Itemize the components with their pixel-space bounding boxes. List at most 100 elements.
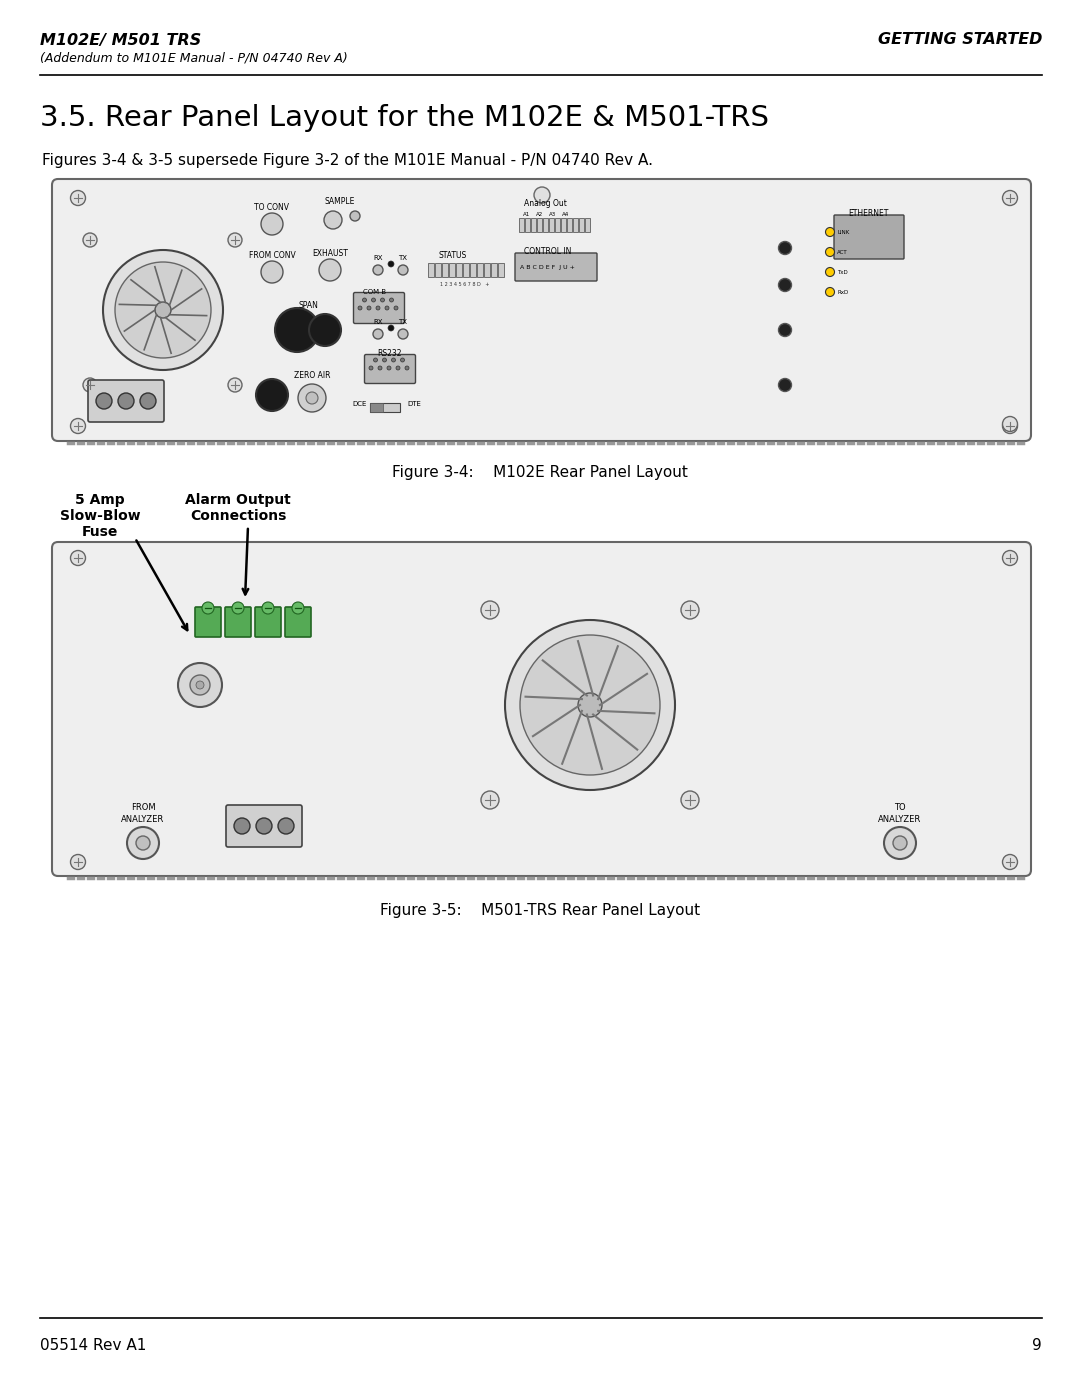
Circle shape bbox=[1002, 550, 1017, 566]
Circle shape bbox=[118, 393, 134, 409]
Circle shape bbox=[202, 602, 214, 615]
Bar bbox=[525, 218, 530, 232]
Circle shape bbox=[367, 306, 372, 310]
Text: LINK: LINK bbox=[837, 229, 849, 235]
Circle shape bbox=[114, 263, 211, 358]
Bar bbox=[477, 263, 483, 277]
Circle shape bbox=[261, 212, 283, 235]
Text: CONTROL IN: CONTROL IN bbox=[524, 247, 571, 257]
Circle shape bbox=[405, 366, 409, 370]
Bar bbox=[428, 263, 433, 277]
Circle shape bbox=[382, 358, 387, 362]
Circle shape bbox=[373, 330, 383, 339]
Circle shape bbox=[388, 261, 394, 267]
Circle shape bbox=[372, 298, 376, 302]
Text: SPAN: SPAN bbox=[298, 302, 318, 310]
Text: 9: 9 bbox=[1032, 1337, 1042, 1352]
Bar bbox=[537, 218, 542, 232]
FancyBboxPatch shape bbox=[87, 380, 164, 422]
Circle shape bbox=[534, 187, 550, 203]
Text: FROM: FROM bbox=[131, 803, 156, 813]
Text: 3.5. Rear Panel Layout for the M102E & M501-TRS: 3.5. Rear Panel Layout for the M102E & M… bbox=[40, 103, 769, 131]
Circle shape bbox=[324, 211, 342, 229]
Text: ETHERNET: ETHERNET bbox=[848, 208, 888, 218]
Text: FROM CONV: FROM CONV bbox=[248, 251, 295, 260]
Text: GETTING STARTED: GETTING STARTED bbox=[878, 32, 1042, 47]
Circle shape bbox=[578, 693, 602, 717]
Circle shape bbox=[394, 306, 399, 310]
Circle shape bbox=[70, 550, 85, 566]
Circle shape bbox=[399, 265, 408, 275]
Text: TX: TX bbox=[399, 319, 407, 326]
Circle shape bbox=[391, 358, 395, 362]
Bar bbox=[549, 218, 554, 232]
Circle shape bbox=[195, 680, 204, 689]
FancyBboxPatch shape bbox=[365, 355, 416, 384]
Circle shape bbox=[190, 675, 210, 694]
Bar bbox=[561, 218, 566, 232]
Circle shape bbox=[505, 620, 675, 789]
FancyBboxPatch shape bbox=[515, 253, 597, 281]
Bar bbox=[585, 218, 590, 232]
FancyBboxPatch shape bbox=[195, 608, 221, 637]
Circle shape bbox=[779, 278, 792, 292]
Circle shape bbox=[292, 602, 303, 615]
Circle shape bbox=[893, 835, 907, 849]
FancyBboxPatch shape bbox=[52, 542, 1031, 876]
Circle shape bbox=[228, 379, 242, 393]
Circle shape bbox=[399, 330, 408, 339]
Circle shape bbox=[1002, 416, 1017, 432]
Circle shape bbox=[519, 636, 660, 775]
Circle shape bbox=[825, 228, 835, 236]
Text: SAMPLE: SAMPLE bbox=[325, 197, 355, 207]
Circle shape bbox=[178, 664, 222, 707]
Circle shape bbox=[261, 261, 283, 284]
Circle shape bbox=[387, 366, 391, 370]
Circle shape bbox=[681, 791, 699, 809]
Circle shape bbox=[378, 366, 382, 370]
Circle shape bbox=[380, 298, 384, 302]
Bar bbox=[370, 402, 400, 412]
Text: ANALYZER: ANALYZER bbox=[878, 816, 921, 824]
Circle shape bbox=[779, 242, 792, 254]
Circle shape bbox=[309, 314, 341, 346]
Circle shape bbox=[319, 258, 341, 281]
Bar bbox=[442, 263, 447, 277]
Bar bbox=[519, 218, 524, 232]
FancyBboxPatch shape bbox=[353, 292, 405, 324]
Circle shape bbox=[70, 190, 85, 205]
Bar bbox=[456, 263, 461, 277]
Bar bbox=[435, 263, 441, 277]
Bar bbox=[449, 263, 455, 277]
Text: A2: A2 bbox=[537, 211, 543, 217]
Bar bbox=[484, 263, 489, 277]
Circle shape bbox=[681, 601, 699, 619]
Bar bbox=[573, 218, 578, 232]
Circle shape bbox=[373, 265, 383, 275]
Text: RX: RX bbox=[374, 256, 382, 261]
Circle shape bbox=[156, 302, 171, 319]
FancyBboxPatch shape bbox=[225, 608, 251, 637]
Text: Figure 3-4:    M102E Rear Panel Layout: Figure 3-4: M102E Rear Panel Layout bbox=[392, 464, 688, 479]
Circle shape bbox=[350, 211, 360, 221]
Text: COM B: COM B bbox=[364, 289, 387, 295]
Circle shape bbox=[275, 307, 319, 352]
Circle shape bbox=[96, 393, 112, 409]
Circle shape bbox=[363, 298, 366, 302]
Circle shape bbox=[298, 384, 326, 412]
Text: TO: TO bbox=[894, 803, 906, 813]
Circle shape bbox=[388, 326, 394, 331]
Circle shape bbox=[376, 306, 380, 310]
Text: Connections: Connections bbox=[190, 509, 286, 522]
Text: A3: A3 bbox=[550, 211, 556, 217]
Circle shape bbox=[779, 324, 792, 337]
Bar bbox=[463, 263, 469, 277]
Bar bbox=[370, 402, 383, 412]
FancyBboxPatch shape bbox=[255, 608, 281, 637]
Circle shape bbox=[232, 602, 244, 615]
Circle shape bbox=[1002, 855, 1017, 869]
Circle shape bbox=[234, 819, 249, 834]
Text: Slow-Blow: Slow-Blow bbox=[59, 509, 140, 522]
Text: DTE: DTE bbox=[407, 401, 421, 407]
Text: ZERO AIR: ZERO AIR bbox=[294, 372, 330, 380]
